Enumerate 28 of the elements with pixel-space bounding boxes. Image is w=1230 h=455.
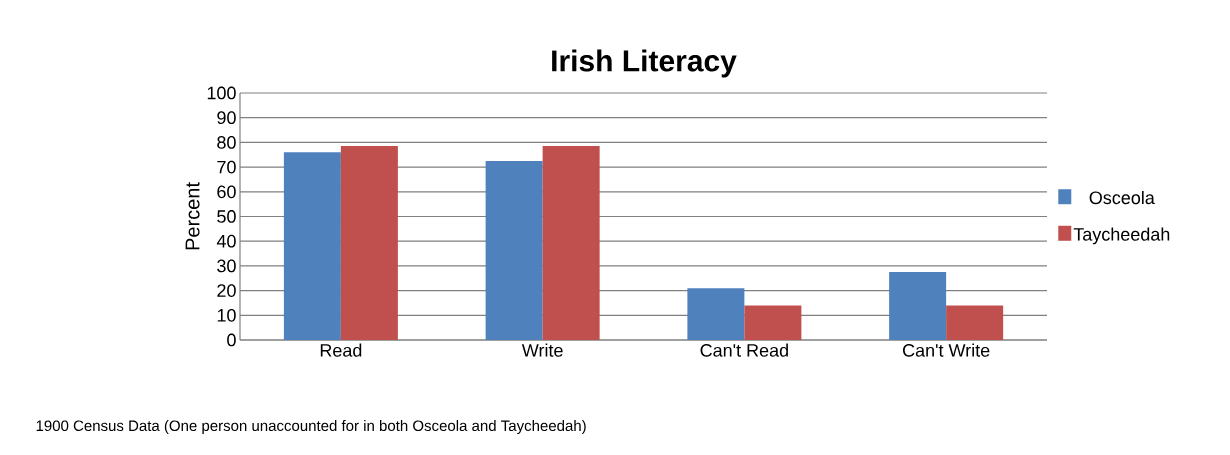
y-tick-label: 0 xyxy=(227,333,236,347)
y-tick-label: 20 xyxy=(217,284,236,297)
y-tick-label: 30 xyxy=(217,259,236,273)
x-tick-label: Can't Read xyxy=(700,343,788,357)
bar xyxy=(687,288,745,340)
y-tick-label: 100 xyxy=(207,86,236,100)
bar xyxy=(283,152,341,340)
bar xyxy=(485,160,543,340)
x-tick-label: Can't Write xyxy=(902,343,990,357)
legend-label: Taycheedah xyxy=(1073,227,1170,245)
x-tick-label: Write xyxy=(521,343,563,357)
x-tick-label: Read xyxy=(320,343,362,357)
y-tick-label: 80 xyxy=(217,136,236,149)
y-tick-label: 10 xyxy=(217,308,236,322)
text: 1900 Census Data (One person unaccounted for in both Osceola and Taycheedah) xyxy=(36,420,586,434)
bar xyxy=(946,305,1004,340)
legend-label: Osceola xyxy=(1089,190,1155,205)
y-tick-label: 50 xyxy=(217,210,236,223)
chart-title: Irish Literacy xyxy=(552,49,737,78)
y-tick-label: 60 xyxy=(217,185,236,199)
bar xyxy=(542,146,600,340)
bar xyxy=(340,146,398,340)
y-tick-label: 90 xyxy=(217,111,236,125)
bar xyxy=(744,305,802,340)
bar xyxy=(889,272,947,340)
y-tick-label: 70 xyxy=(217,160,236,174)
y-axis-title: Percent xyxy=(185,182,200,250)
y-tick-label: 40 xyxy=(216,234,236,248)
